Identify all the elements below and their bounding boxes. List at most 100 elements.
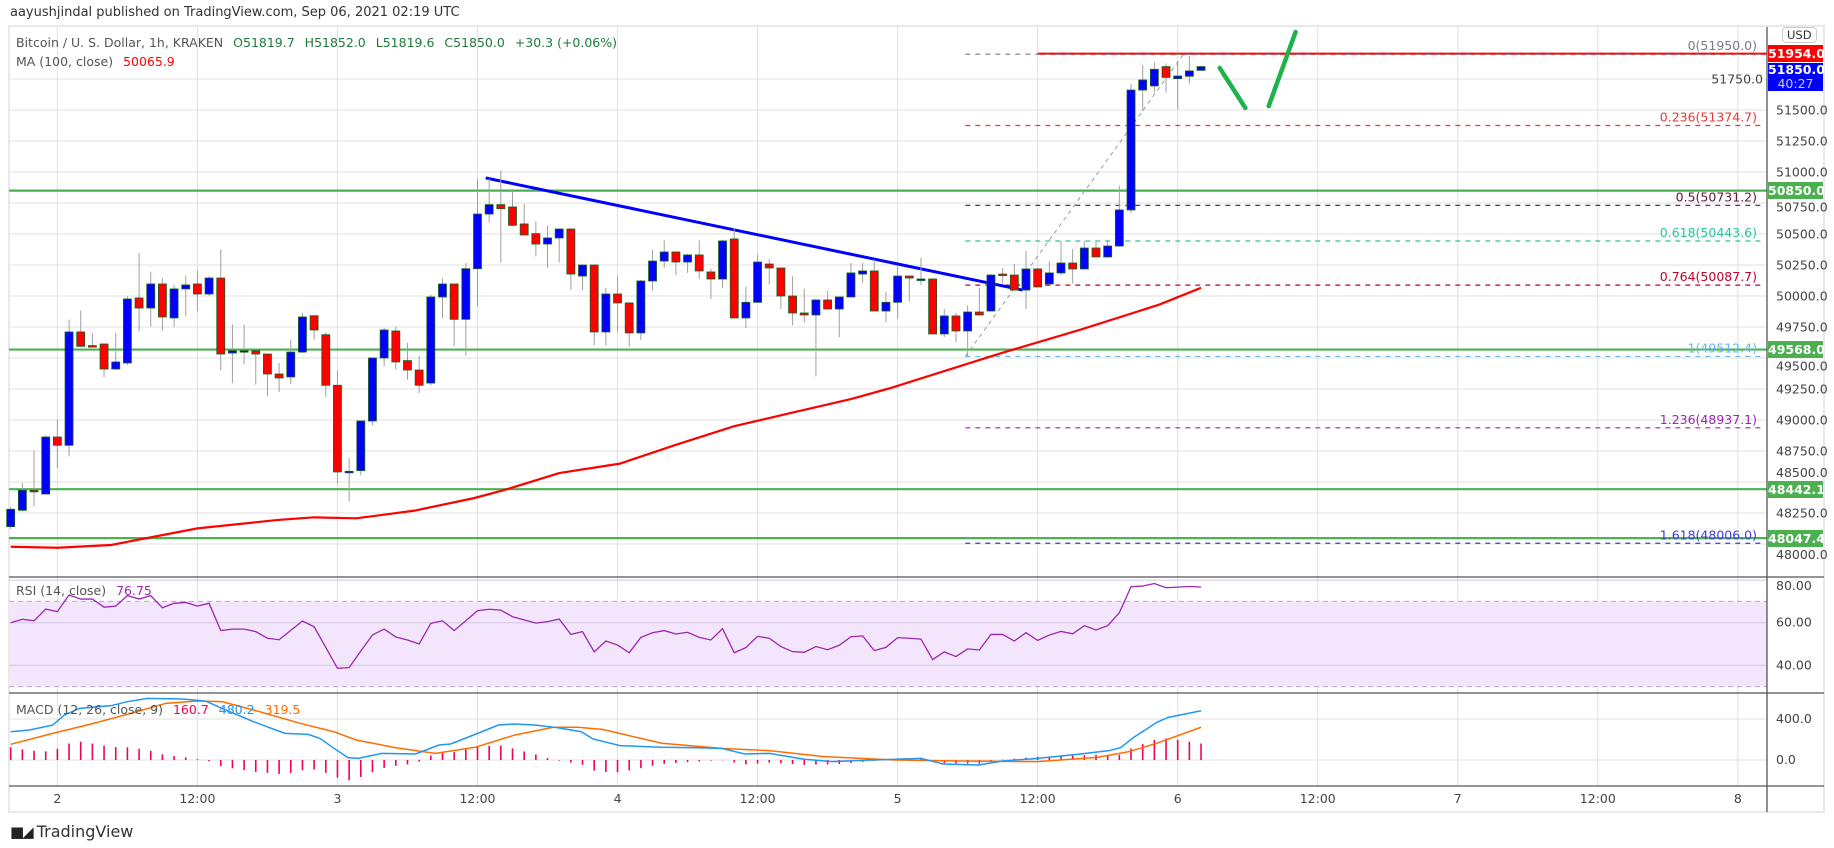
candle-down — [706, 271, 716, 280]
time-tick-label: 8 — [1734, 791, 1742, 806]
rsi-legend: RSI (14, close) 76.75 — [16, 583, 158, 598]
candle-down — [333, 384, 342, 473]
candle-up — [1079, 247, 1089, 270]
price-tick-label: 50000.0 — [1776, 289, 1828, 304]
macd-tick-label: 400.0 — [1776, 711, 1812, 726]
candle-up — [1149, 68, 1159, 87]
ma-value: 50065.9 — [123, 54, 175, 69]
candle-up — [683, 254, 692, 263]
candle-up — [741, 301, 751, 319]
candle-up — [893, 275, 903, 303]
fib-level-label: 0.618(50443.6) — [1660, 225, 1757, 240]
ohlc-high: H51852.0 — [304, 35, 366, 50]
candle-up — [1114, 209, 1124, 247]
candle-down — [309, 315, 319, 331]
candle-down — [251, 350, 261, 355]
ma-legend: MA (100, close) 50065.9 — [16, 54, 181, 69]
symbol-legend: Bitcoin / U. S. Dollar, 1h, KRAKEN O5181… — [16, 35, 623, 50]
price-tick-label: 48000.0 — [1776, 547, 1828, 562]
candle-up — [169, 288, 179, 319]
fib-level-label: 0.5(50731.2) — [1676, 189, 1757, 204]
time-tick-label: 12:00 — [1020, 791, 1056, 806]
candle-down — [99, 343, 109, 370]
candle-up — [986, 274, 996, 312]
publisher-caption: aayushjindal published on TradingView.co… — [10, 5, 460, 20]
candle-down — [449, 283, 459, 320]
candle-up — [484, 204, 494, 215]
currency-button[interactable]: USD — [1782, 27, 1817, 43]
rsi-line — [10, 582, 1202, 669]
macd-tick-label: 0.0 — [1776, 752, 1796, 767]
candle-up — [1126, 89, 1136, 211]
candle-down — [764, 263, 774, 269]
candle-down — [869, 270, 879, 312]
candle-up — [916, 278, 926, 281]
candle-up — [543, 237, 552, 245]
rsi-tick-label: 80.00 — [1776, 578, 1812, 593]
rsi-tick-label: 60.00 — [1776, 615, 1812, 630]
price-tick-label: 51000.0 — [1776, 165, 1828, 180]
candle-up — [368, 357, 377, 422]
candle-up — [123, 298, 132, 364]
candle-down — [928, 278, 938, 335]
fib-level-label: 0.236(51374.7) — [1660, 110, 1757, 125]
red-line-price-badge: 51954.0 — [1768, 45, 1825, 63]
candle-up — [578, 264, 587, 277]
candle-down — [321, 334, 331, 386]
candle-down — [403, 360, 412, 371]
candle-down — [414, 369, 424, 386]
candle-down — [87, 345, 97, 348]
chart-frame — [8, 25, 1825, 813]
rsi-label: RSI (14, close) — [16, 583, 107, 598]
candle-up — [718, 240, 727, 280]
candle-up — [286, 351, 296, 378]
candle-up — [858, 270, 868, 275]
candle-up — [1103, 245, 1113, 258]
support-badge-3: 48442.1 — [1768, 480, 1825, 498]
candle-up — [298, 316, 307, 353]
candle-up — [1056, 262, 1066, 274]
candle-up — [461, 268, 471, 320]
time-tick-label: 12:00 — [459, 791, 495, 806]
candle-down — [1161, 66, 1171, 78]
time-tick-label: 12:00 — [1300, 791, 1336, 806]
macd-label: MACD (12, 26, close, 9) — [16, 702, 163, 717]
support-badge-2: 49568.0 — [1768, 341, 1825, 359]
candle-up — [64, 331, 74, 446]
rsi-pane — [9, 579, 1767, 688]
candle-down — [788, 295, 797, 314]
candle-up — [554, 228, 564, 239]
price-tick-label: 50750.0 — [1776, 200, 1828, 215]
candle-up — [41, 436, 51, 495]
candle-down — [1091, 247, 1101, 258]
price-tick-label: 49500.0 — [1776, 359, 1828, 374]
price-tick-label: 51500.0 — [1776, 103, 1828, 118]
tradingview-logo[interactable]: ■◢ TradingView — [10, 822, 133, 841]
candle-up — [753, 261, 762, 303]
candle-up — [204, 277, 214, 295]
candle-down — [52, 436, 62, 446]
candle-up — [1021, 268, 1031, 291]
candle-down — [694, 254, 704, 272]
candle-up — [146, 283, 156, 309]
ma-label: MA (100, close) — [16, 54, 114, 69]
macd-signal-line — [10, 700, 1202, 763]
candle-up — [1044, 272, 1054, 285]
current-price-badge: 51850.0 40:27 — [1768, 63, 1825, 92]
ohlc-open: O51819.7 — [233, 35, 295, 50]
candle-down — [974, 311, 984, 316]
time-tick-label: 4 — [614, 791, 622, 806]
candle-down — [624, 302, 634, 334]
candle-down — [566, 228, 576, 275]
candle-up — [111, 361, 121, 370]
candle-up — [636, 280, 646, 334]
bearish-trendline — [485, 176, 1023, 292]
candle-down — [496, 204, 506, 210]
candle-up — [1138, 79, 1148, 91]
tradingview-logo-icon: ■◢ — [10, 822, 34, 841]
candle-up — [834, 296, 844, 310]
time-tick-label: 7 — [1454, 791, 1462, 806]
candle-up — [659, 251, 669, 262]
candle-down — [998, 273, 1008, 276]
